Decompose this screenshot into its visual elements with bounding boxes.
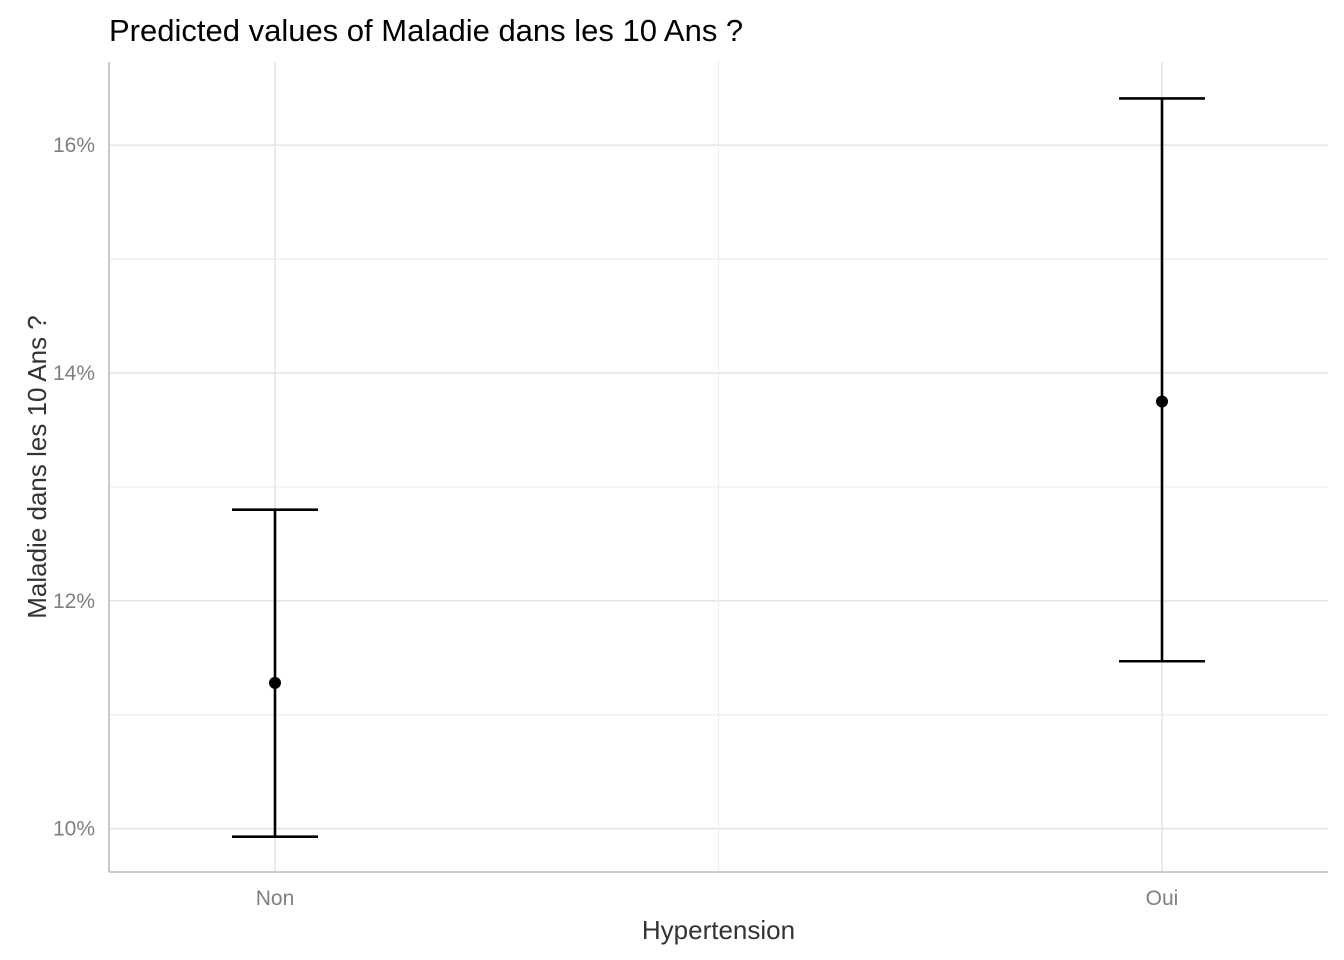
x-axis-title: Hypertension [642, 915, 795, 945]
data-point-oui [1156, 395, 1168, 408]
y-tick-label: 16% [53, 134, 95, 157]
data-point-non [269, 676, 281, 689]
y-axis-title: Maladie dans les 10 Ans ? [22, 315, 52, 619]
y-axis-ticks: 10% 12% 14% 16% [53, 134, 95, 841]
grid [109, 62, 1328, 872]
errorbar-non [232, 508, 318, 838]
chart-title: Predicted values of Maladie dans les 10 … [109, 13, 743, 48]
y-tick-label: 12% [53, 590, 95, 613]
errorbar-oui [1119, 97, 1205, 663]
x-tick-label: Oui [1146, 887, 1179, 910]
x-axis-ticks: Non Oui [256, 887, 1179, 910]
y-tick-label: 14% [53, 362, 95, 385]
chart-marks [232, 97, 1205, 838]
x-tick-label: Non [256, 887, 295, 910]
y-tick-label: 10% [53, 818, 95, 841]
